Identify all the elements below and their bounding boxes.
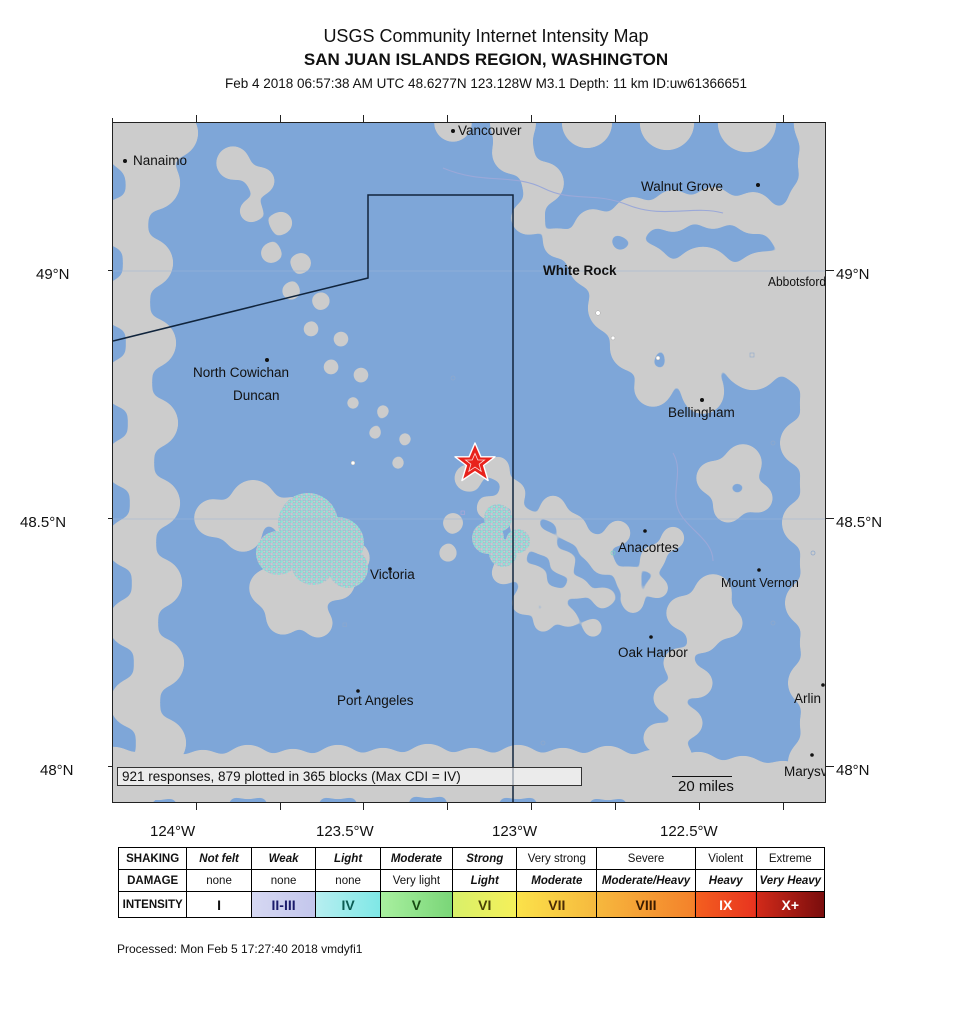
svg-text:Port Angeles: Port Angeles [337, 693, 414, 708]
svg-text:Anacortes: Anacortes [618, 540, 679, 555]
svg-text:Bellingham: Bellingham [668, 405, 735, 420]
svg-text:Walnut Grove: Walnut Grove [641, 179, 723, 194]
svg-text:Mount Vernon: Mount Vernon [721, 576, 799, 590]
svg-text:Duncan: Duncan [233, 388, 280, 403]
svg-text:Abbotsford: Abbotsford [768, 274, 826, 289]
svg-text:Vancouver: Vancouver [458, 123, 522, 138]
svg-text:North Cowichan: North Cowichan [193, 365, 289, 380]
svg-text:Arlin: Arlin [794, 691, 821, 706]
svg-text:Oak Harbor: Oak Harbor [618, 645, 688, 660]
svg-text:White Rock: White Rock [543, 263, 617, 278]
svg-text:Marysv: Marysv [784, 764, 826, 779]
svg-text:Nanaimo: Nanaimo [133, 153, 187, 168]
svg-text:Victoria: Victoria [370, 567, 415, 582]
